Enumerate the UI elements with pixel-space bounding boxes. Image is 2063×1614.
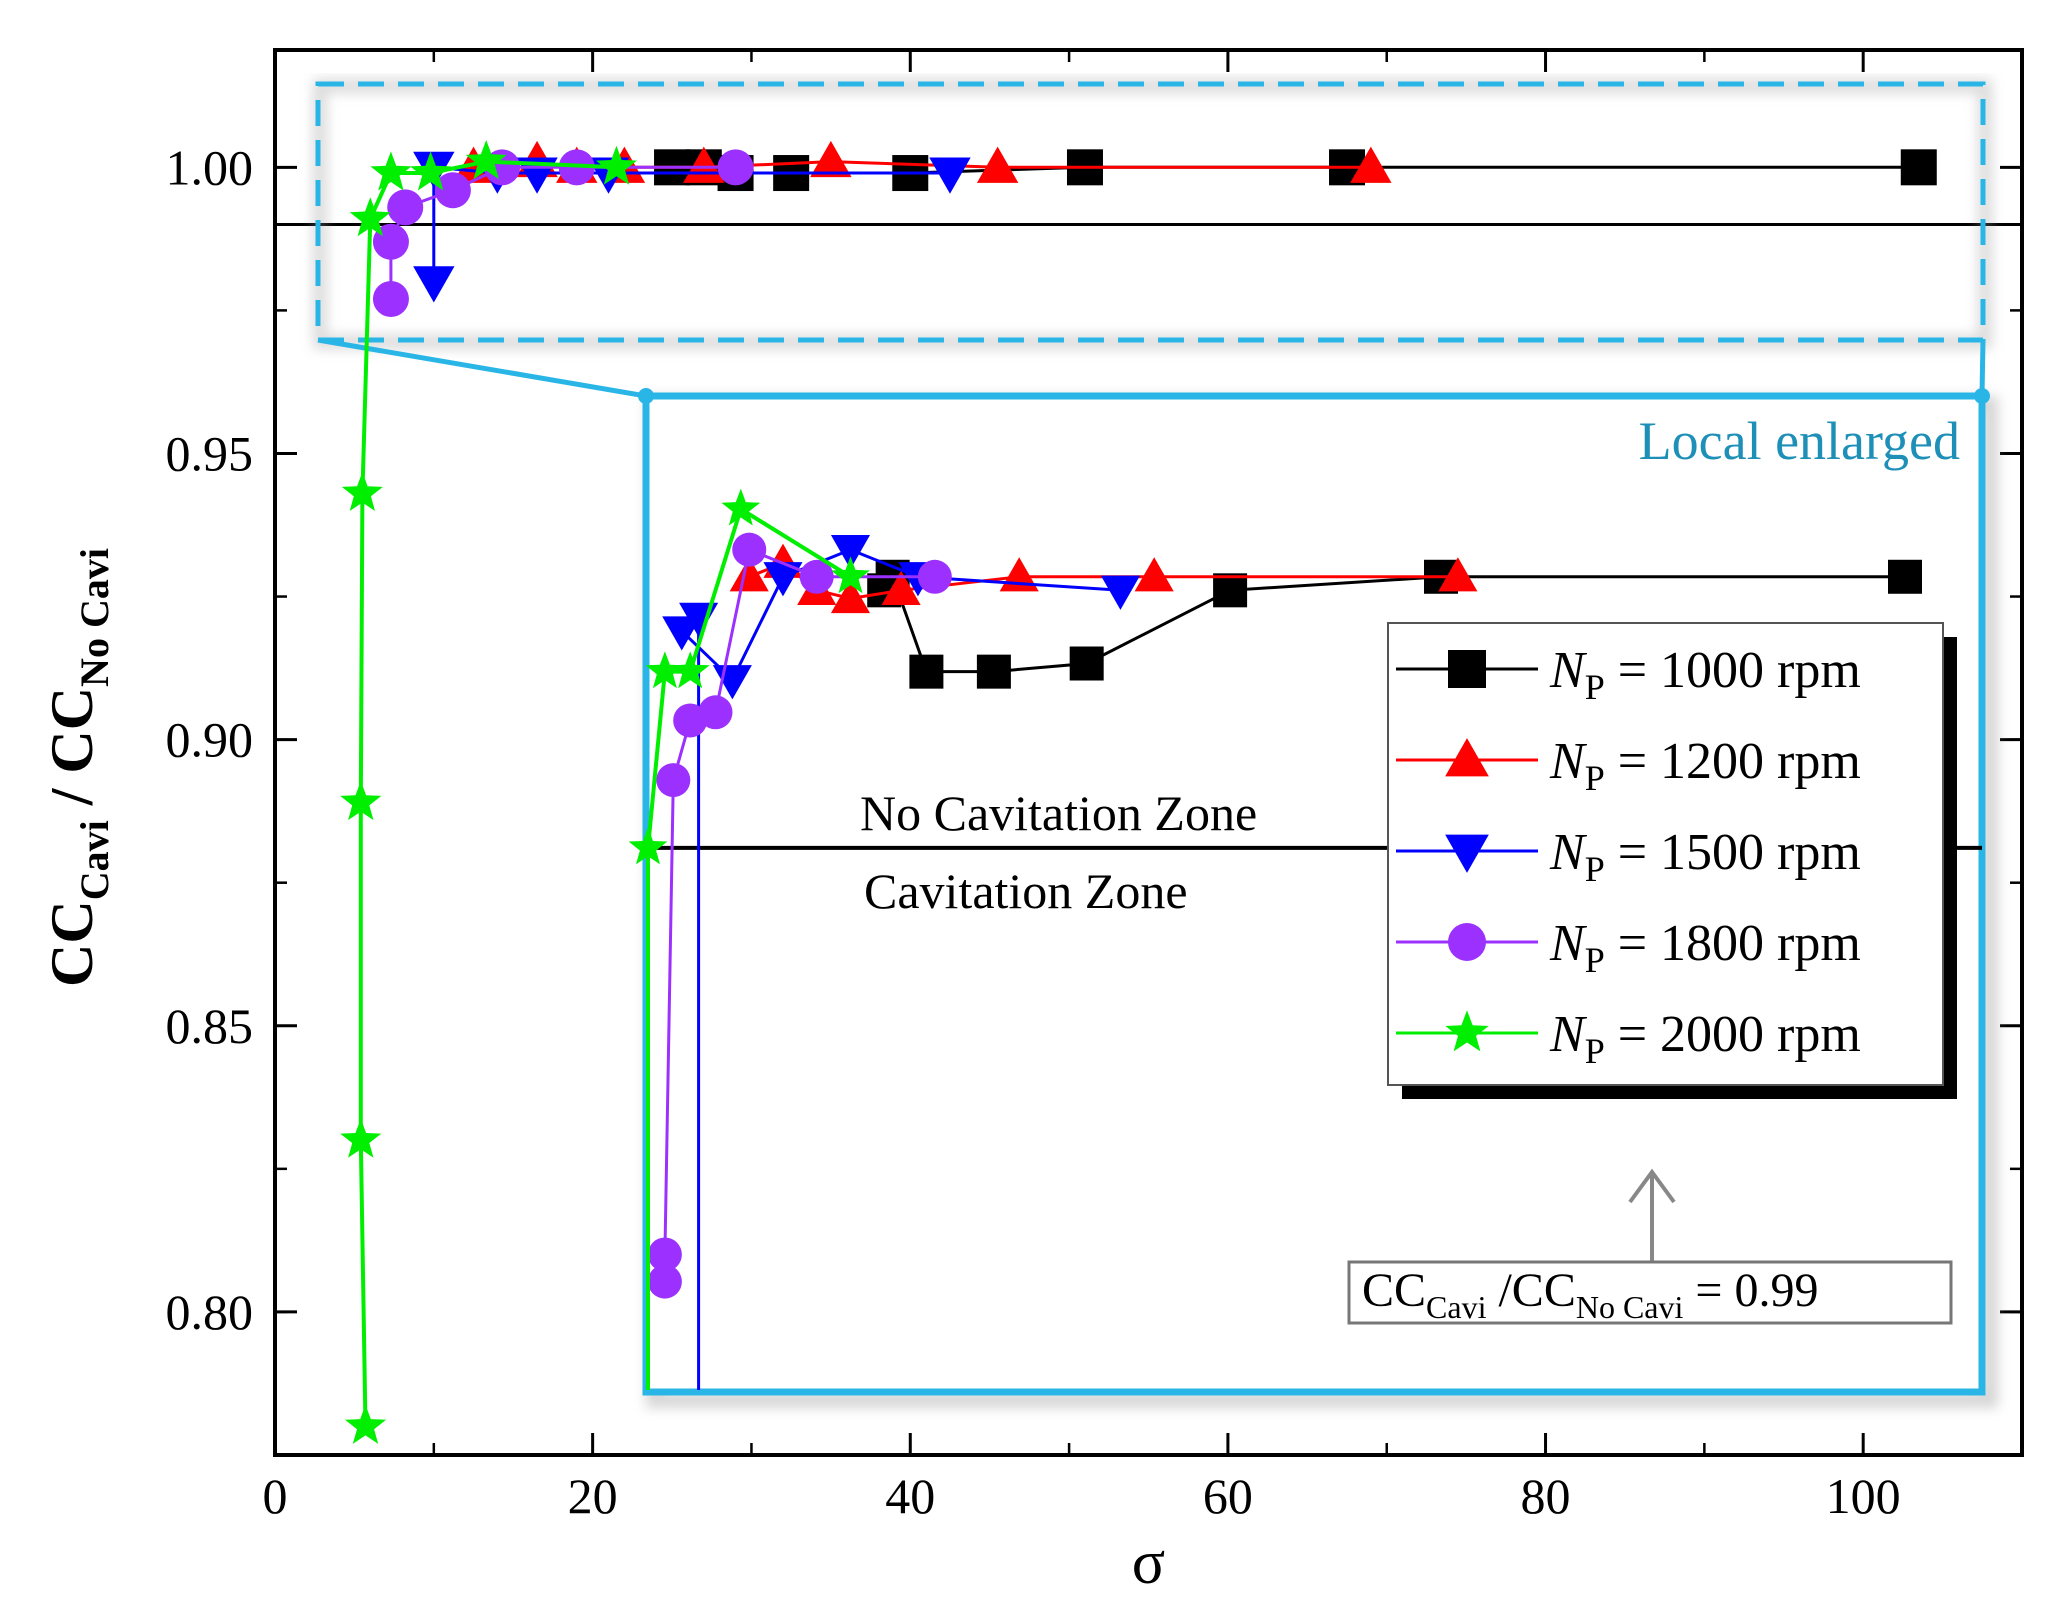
y-axis-label: CCCavi / CCNo Cavi (39, 548, 117, 987)
legend: NP = 1000 rpm NP = 1200 rpm NP = 1500 rpm N… (1387, 622, 1957, 1099)
x-tick-label: 100 (1826, 1468, 1901, 1524)
circle-marker (387, 189, 424, 226)
inset-series-4 (647, 532, 952, 1299)
y-tick-label: 0.95 (166, 425, 254, 481)
triangle-up-marker (1445, 738, 1489, 777)
y-tick-label: 0.90 (166, 712, 254, 768)
x-tick-label: 60 (1203, 1468, 1253, 1524)
legend-entry: NP = 1200 rpm (1396, 733, 1861, 798)
threshold-annotation-box (1347, 1260, 1953, 1325)
legend-entry: NP = 2000 rpm (1396, 1006, 1861, 1071)
annotation-arrow-head (1628, 1168, 1676, 1204)
triangle-down-marker (763, 562, 803, 597)
triangle-down-marker (929, 157, 971, 194)
circle-marker (372, 280, 409, 317)
y-tick-label: 0.85 (166, 998, 254, 1054)
inset-corner-dot (638, 388, 654, 404)
cavitation-zone-label: Cavitation Zone (864, 863, 1188, 919)
circle-marker (434, 172, 471, 209)
star-marker (345, 1404, 387, 1444)
triangle-up-marker (830, 578, 871, 614)
legend-label: NP = 1200 rpm (1549, 733, 1861, 798)
legend-label: NP = 1000 rpm (1549, 642, 1861, 707)
inset-title: Local enlarged (1639, 411, 1960, 471)
triangle-up-marker (1438, 557, 1478, 592)
triangle-down-marker (413, 266, 455, 303)
triangle-down-marker (662, 616, 702, 651)
square-marker (909, 654, 944, 689)
triangle-up-marker (881, 570, 921, 605)
legend-label: NP = 2000 rpm (1549, 1006, 1861, 1071)
axes: 0 20 40 60 80 100 0.80 0.85 0.90 0.95 1.00 (166, 48, 2024, 1524)
triangle-down-marker (1100, 575, 1140, 610)
inset-corner-dot (1974, 388, 1990, 404)
square-marker (1900, 149, 1937, 186)
star-marker (831, 556, 870, 594)
star-marker (670, 651, 710, 689)
circle-marker (647, 1237, 682, 1272)
star-marker (349, 197, 391, 237)
legend-box (1387, 622, 1944, 1086)
square-marker (1069, 646, 1104, 681)
y-tick-label: 0.80 (166, 1284, 254, 1340)
star-marker (645, 651, 685, 689)
star-marker (340, 1118, 382, 1158)
triangle-up-marker (729, 557, 769, 592)
circle-marker (647, 1264, 682, 1299)
plot-area (340, 140, 1937, 1444)
circle-marker (717, 149, 754, 186)
zoom-region-box (315, 81, 1986, 343)
star-marker (628, 827, 668, 865)
plot-frame (273, 48, 2024, 1457)
square-marker (1888, 559, 1922, 594)
square-marker (976, 654, 1011, 689)
circle-marker (1448, 923, 1486, 961)
legend-entry: NP = 1500 rpm (1396, 824, 1861, 889)
star-marker (595, 145, 637, 185)
legend-entry: NP = 1800 rpm (1396, 915, 1861, 980)
x-tick-label: 80 (1521, 1468, 1571, 1524)
square-marker (1213, 573, 1248, 608)
zoom-region-shadow (313, 79, 1992, 349)
triangle-down-marker (1445, 834, 1489, 873)
circle-marker (917, 559, 952, 594)
square-marker (1448, 650, 1486, 688)
inset-series-line (646, 505, 852, 1390)
y-tick-label: 1.00 (166, 139, 254, 195)
circle-marker (799, 559, 834, 594)
legend-label: NP = 1500 rpm (1549, 824, 1861, 889)
zoom-connector-right (1979, 339, 1986, 397)
star-marker (341, 471, 383, 511)
circle-marker (732, 532, 767, 567)
circle-marker (698, 695, 733, 730)
x-axis-label: σ (1132, 1529, 1165, 1597)
axis-labels: σ CCCavi / CCNo Cavi (39, 548, 1165, 1597)
star-marker (410, 151, 452, 191)
legend-label: NP = 1800 rpm (1549, 915, 1861, 980)
threshold-annotation-text: CCCavi /CCNo Cavi = 0.99 (1362, 1264, 1818, 1325)
star-marker (370, 151, 412, 191)
series-5 (340, 140, 637, 1444)
inset-series-5 (628, 488, 870, 1390)
star-marker (1445, 1010, 1489, 1052)
triangle-down-marker (830, 534, 871, 570)
triangle-up-marker (976, 146, 1019, 183)
triangle-up-marker (1350, 146, 1392, 183)
zoom-connector-left (317, 337, 647, 399)
circle-marker (656, 763, 691, 798)
x-tick-label: 20 (568, 1468, 618, 1524)
x-tick-label: 0 (263, 1468, 288, 1524)
triangle-up-marker (810, 140, 852, 178)
star-marker (465, 140, 507, 180)
no-cavitation-zone-label: No Cavitation Zone (860, 785, 1257, 841)
star-marker (340, 781, 382, 821)
star-marker (721, 488, 761, 526)
legend-entry: NP = 1000 rpm (1396, 642, 1861, 707)
triangle-up-marker (1134, 557, 1174, 592)
x-tick-label: 40 (885, 1468, 935, 1524)
